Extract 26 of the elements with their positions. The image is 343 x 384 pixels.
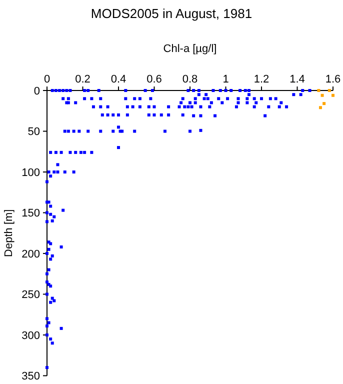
x-tick-label: 1	[222, 74, 229, 86]
point	[328, 89, 331, 92]
y-tick-label: 250	[22, 289, 40, 302]
x-tick-label: 0.8	[182, 74, 198, 86]
y-tick-label: 300	[22, 330, 40, 342]
y-tick-label: 200	[22, 248, 40, 260]
point	[317, 89, 320, 92]
x-tick-label: 0	[44, 74, 50, 86]
x-tick-label: 1.6	[325, 74, 341, 86]
x-tick-label: 1.2	[254, 74, 270, 86]
y-tick-label: 50	[28, 126, 40, 138]
y-tick-label: 350	[22, 370, 40, 383]
y-tick-label: 0	[34, 85, 40, 98]
y-tick-label: 150	[22, 208, 40, 220]
y-tick-label: 100	[22, 166, 40, 179]
point	[318, 106, 322, 110]
y-axis-title: Depth [m]	[3, 209, 15, 257]
point	[332, 94, 334, 97]
x-axis-title: Chl-a [µg/l]	[163, 43, 217, 55]
chart-title: MODS2005 in August, 1981	[90, 6, 252, 21]
x-tick-label: 0.4	[110, 74, 126, 86]
x-tick-label: 0.6	[146, 74, 162, 86]
point	[322, 102, 326, 106]
point	[320, 94, 324, 97]
x-tick-label: 0.2	[75, 74, 90, 86]
x-tick-label: 1.4	[290, 74, 305, 86]
